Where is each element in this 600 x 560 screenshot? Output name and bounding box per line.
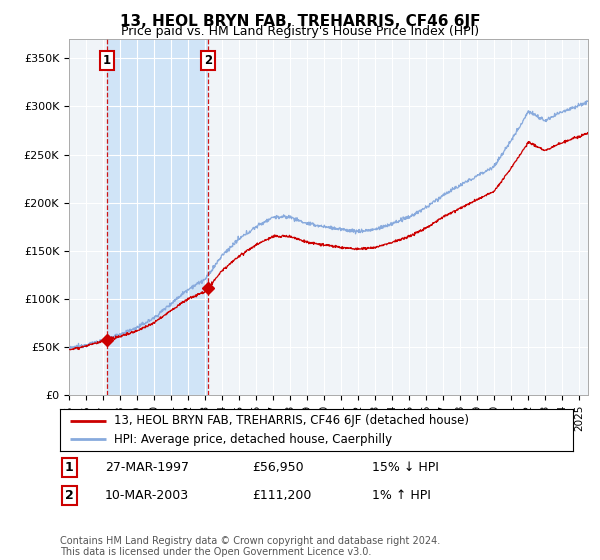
Text: £111,200: £111,200 bbox=[252, 489, 311, 502]
Text: Price paid vs. HM Land Registry's House Price Index (HPI): Price paid vs. HM Land Registry's House … bbox=[121, 25, 479, 38]
Text: Contains HM Land Registry data © Crown copyright and database right 2024.
This d: Contains HM Land Registry data © Crown c… bbox=[60, 535, 440, 557]
Bar bbox=[107, 39, 208, 395]
Text: 2: 2 bbox=[65, 489, 73, 502]
Text: 1: 1 bbox=[103, 54, 110, 67]
Text: 10-MAR-2003: 10-MAR-2003 bbox=[105, 489, 189, 502]
Text: 27-MAR-1997: 27-MAR-1997 bbox=[105, 461, 189, 474]
Text: 1% ↑ HPI: 1% ↑ HPI bbox=[372, 489, 431, 502]
Text: 15% ↓ HPI: 15% ↓ HPI bbox=[372, 461, 439, 474]
Text: 2: 2 bbox=[205, 54, 212, 67]
Text: 13, HEOL BRYN FAB, TREHARRIS, CF46 6JF (detached house): 13, HEOL BRYN FAB, TREHARRIS, CF46 6JF (… bbox=[114, 414, 469, 427]
Text: 13, HEOL BRYN FAB, TREHARRIS, CF46 6JF: 13, HEOL BRYN FAB, TREHARRIS, CF46 6JF bbox=[120, 14, 480, 29]
Text: HPI: Average price, detached house, Caerphilly: HPI: Average price, detached house, Caer… bbox=[114, 432, 392, 446]
Text: £56,950: £56,950 bbox=[252, 461, 304, 474]
Text: 1: 1 bbox=[65, 461, 73, 474]
